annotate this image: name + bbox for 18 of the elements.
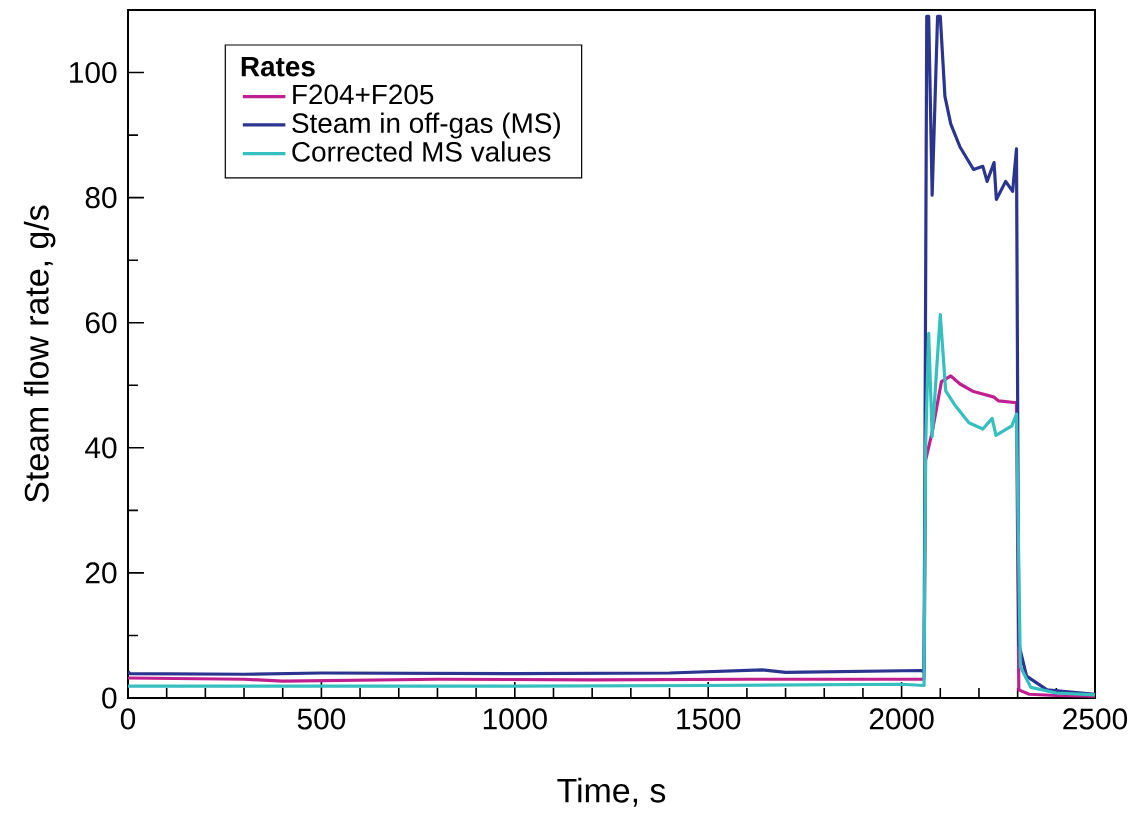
x-tick-label: 2000 (869, 708, 934, 730)
y-tick-label: 80 (85, 187, 117, 209)
legend-label: F204+F205 (293, 84, 434, 105)
y-tick-label: 100 (70, 61, 117, 84)
y-tick-label: 0 (102, 687, 117, 709)
legend-label: Corrected MS values (292, 141, 551, 162)
y-tick-label: 40 (85, 437, 117, 459)
x-tick-label: 1000 (483, 708, 547, 730)
x-tick-label: 1500 (677, 708, 741, 730)
x-tick-label: 2500 (1063, 708, 1128, 730)
x-tick-label: 0 (120, 708, 136, 730)
y-tick-label: 60 (85, 312, 117, 334)
legend-title: Rates (241, 56, 315, 77)
x-axis-title: Time, s (557, 777, 666, 807)
x-tick-label: 500 (297, 708, 346, 730)
y-tick-label: 20 (85, 562, 117, 584)
legend-label: Steam in off-gas (MS) (292, 112, 560, 139)
y-axis-title: Steam flow rate, g/s (23, 205, 56, 503)
